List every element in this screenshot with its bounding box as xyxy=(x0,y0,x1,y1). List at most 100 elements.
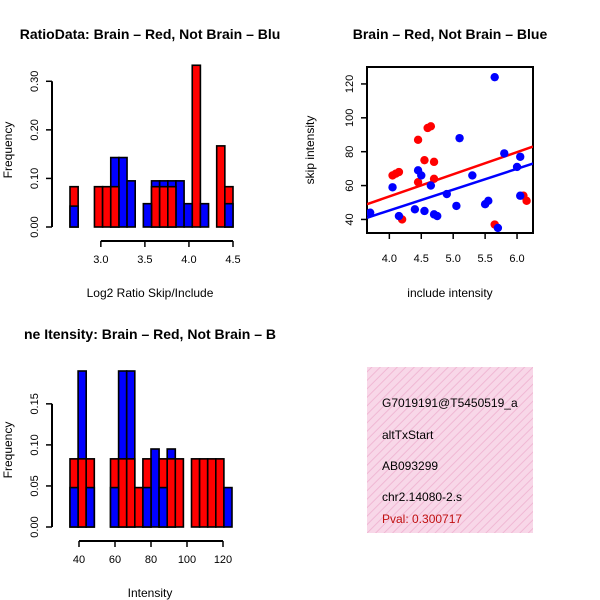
point-red xyxy=(420,155,429,165)
y-tick-label: 0.15 xyxy=(29,393,41,414)
point-blue xyxy=(442,189,452,199)
bar-blue xyxy=(199,202,210,228)
axes: 40 60 80 100 120 0.00 0.05 0.10 0.15 xyxy=(29,393,232,566)
x-axis-label: Intensity xyxy=(128,586,173,600)
axes: 4.0 4.5 5.0 5.5 6.0 40 60 80 100 120 xyxy=(344,75,525,265)
point-blue xyxy=(433,211,442,221)
bar-blue xyxy=(150,448,160,528)
point-blue xyxy=(500,149,509,158)
bar-blue xyxy=(85,486,96,528)
y-tick-label: 0.00 xyxy=(29,216,41,237)
y-tick-label: 60 xyxy=(344,179,356,191)
points xyxy=(367,72,533,233)
bar-red xyxy=(191,64,202,228)
x-tick-label: 100 xyxy=(178,554,196,566)
fit-line-blue xyxy=(367,162,533,219)
point-blue xyxy=(455,133,464,143)
x-axis-label: include intensity xyxy=(407,286,492,300)
x-tick-label: 4.5 xyxy=(414,253,429,265)
x-tick-label: 4.5 xyxy=(225,254,240,266)
point-blue xyxy=(417,171,426,180)
point-blue xyxy=(493,223,503,233)
point-blue xyxy=(490,72,499,82)
info-pval: Pval: 0.300717 xyxy=(382,512,462,526)
x-tick-label: 120 xyxy=(214,554,232,566)
y-tick-label: 0.05 xyxy=(29,475,41,496)
chart-title: Brain – Red, Not Brain – Blue xyxy=(353,26,548,42)
point-blue xyxy=(516,152,525,161)
point-blue xyxy=(420,206,429,216)
y-tick-label: 100 xyxy=(344,109,356,127)
bar-red xyxy=(198,458,209,528)
plot-frame xyxy=(366,66,534,234)
point-red xyxy=(426,122,436,131)
bar-red xyxy=(93,185,104,228)
bar-red xyxy=(206,458,217,528)
point-blue xyxy=(426,181,436,190)
x-tick-label: 5.0 xyxy=(446,253,461,265)
info-line-event: altTxStart xyxy=(382,428,434,442)
point-blue xyxy=(388,183,397,192)
info-box: G7019191@T5450519_a altTxStart AB093299 … xyxy=(367,367,533,533)
bar-blue xyxy=(126,180,137,228)
bar-blue xyxy=(175,180,185,228)
y-axis-label: Frequency xyxy=(1,422,15,479)
point-red xyxy=(429,174,439,183)
x-axis-label: Log2 Ratio Skip/Include xyxy=(87,286,214,300)
bar-red xyxy=(167,185,177,228)
x-tick-label: 4.0 xyxy=(181,254,196,266)
chart-title: RatioData: Brain – Red, Not Brain – Blu xyxy=(20,26,281,42)
bar-blue xyxy=(142,202,153,228)
point-blue xyxy=(394,211,404,221)
point-blue xyxy=(516,191,525,200)
bar-red xyxy=(215,145,226,228)
point-blue xyxy=(512,162,522,172)
bar-blue xyxy=(109,486,120,528)
bar-blue xyxy=(223,486,233,528)
y-axis-label: skip intensity xyxy=(303,116,317,185)
point-blue xyxy=(367,208,375,217)
x-tick-label: 3.0 xyxy=(93,254,108,266)
x-tick-label: 4.0 xyxy=(382,253,397,265)
y-tick-label: 0.20 xyxy=(29,119,41,140)
bar-red xyxy=(134,486,144,528)
bar-blue xyxy=(224,202,234,228)
bar-blue xyxy=(142,486,152,528)
bar-red xyxy=(117,458,128,528)
info-line-locus: chr2.14080-2.s xyxy=(382,490,462,504)
y-tick-label: 0.30 xyxy=(29,71,41,92)
bar-red xyxy=(109,185,120,228)
bar-blue xyxy=(183,202,194,228)
panel-ratio-histogram: RatioData: Brain – Red, Not Brain – Blu … xyxy=(1,26,280,300)
y-tick-label: 0.10 xyxy=(29,434,41,455)
bar-red xyxy=(101,185,112,228)
bar-red xyxy=(215,458,225,528)
bar-red xyxy=(174,458,185,528)
x-tick-label: 6.0 xyxy=(509,253,524,265)
bar-red xyxy=(125,458,136,528)
bar-red xyxy=(150,185,161,228)
y-tick-label: 40 xyxy=(344,213,356,225)
x-tick-label: 80 xyxy=(145,554,157,566)
point-red xyxy=(429,157,439,167)
point-red xyxy=(413,135,423,145)
point-red xyxy=(522,196,531,206)
point-blue xyxy=(410,205,420,214)
point-blue xyxy=(484,196,493,206)
bar-red xyxy=(77,458,87,528)
point-red xyxy=(413,177,423,187)
point-blue xyxy=(468,171,477,180)
bars xyxy=(69,370,233,528)
y-tick-label: 80 xyxy=(344,146,356,158)
y-tick-label: 120 xyxy=(344,75,356,93)
info-line-accession: AB093299 xyxy=(382,459,438,473)
y-tick-label: 0.00 xyxy=(29,516,41,537)
x-tick-label: 5.5 xyxy=(477,253,492,265)
x-tick-label: 60 xyxy=(109,554,121,566)
bar-red xyxy=(190,458,201,528)
bars xyxy=(69,64,234,228)
bar-red xyxy=(158,185,169,228)
bar-red xyxy=(166,458,177,528)
panel-intensity-histogram: ne Itensity: Brain – Red, Not Brain – B … xyxy=(1,326,276,600)
